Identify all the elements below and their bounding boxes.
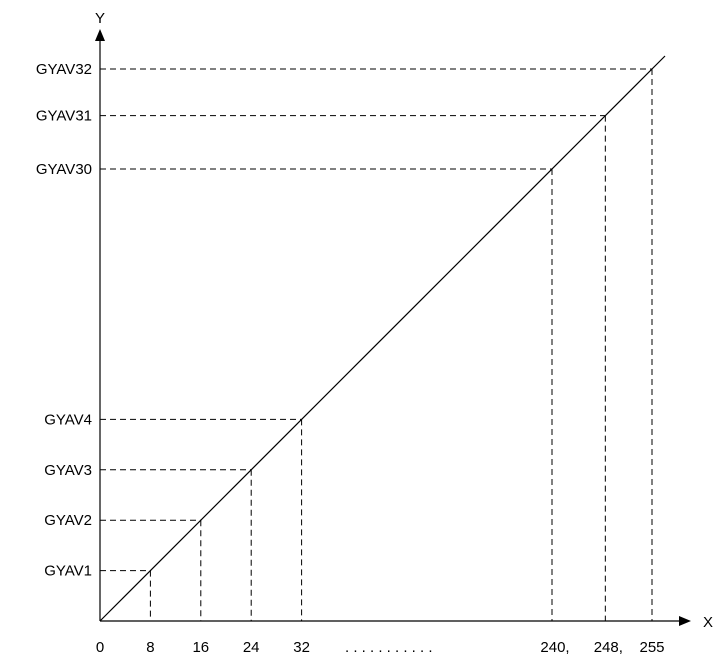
transfer-line bbox=[99, 55, 666, 622]
y-axis-label: Y bbox=[95, 10, 105, 27]
x-tick-labels: 8 16 24 32 240, 248, 255 bbox=[146, 639, 664, 656]
x-axis-label: X bbox=[703, 614, 713, 631]
x-tick-label-3: 24 bbox=[243, 639, 260, 656]
y-tick-labels: GYAV1 GYAV2 GYAV3 GYAV4 GYAV30 GYAV31 GYAV32 bbox=[36, 61, 92, 580]
dashed-guides bbox=[100, 68, 653, 621]
x-tick-label-1: 8 bbox=[146, 639, 154, 656]
x-ellipsis: . . . . . . . . . . . bbox=[345, 639, 433, 656]
x-tick-label-2: 16 bbox=[192, 639, 209, 656]
y-tick-label-4: GYAV4 bbox=[44, 411, 92, 428]
x-tick-label-6: 248, bbox=[594, 639, 623, 656]
x-tick-label-5: 240, bbox=[540, 639, 569, 656]
y-tick-label-6: GYAV31 bbox=[36, 108, 92, 125]
origin-label: 0 bbox=[96, 639, 104, 656]
x-tick-label-4: 32 bbox=[293, 639, 310, 656]
y-tick-label-2: GYAV2 bbox=[44, 512, 92, 529]
y-tick-label-7: GYAV32 bbox=[36, 61, 92, 78]
y-tick-label-5: GYAV30 bbox=[36, 161, 92, 178]
y-tick-label-1: GYAV1 bbox=[44, 563, 92, 580]
y-tick-label-3: GYAV3 bbox=[44, 462, 92, 479]
x-tick-label-7: 255 bbox=[639, 639, 664, 656]
